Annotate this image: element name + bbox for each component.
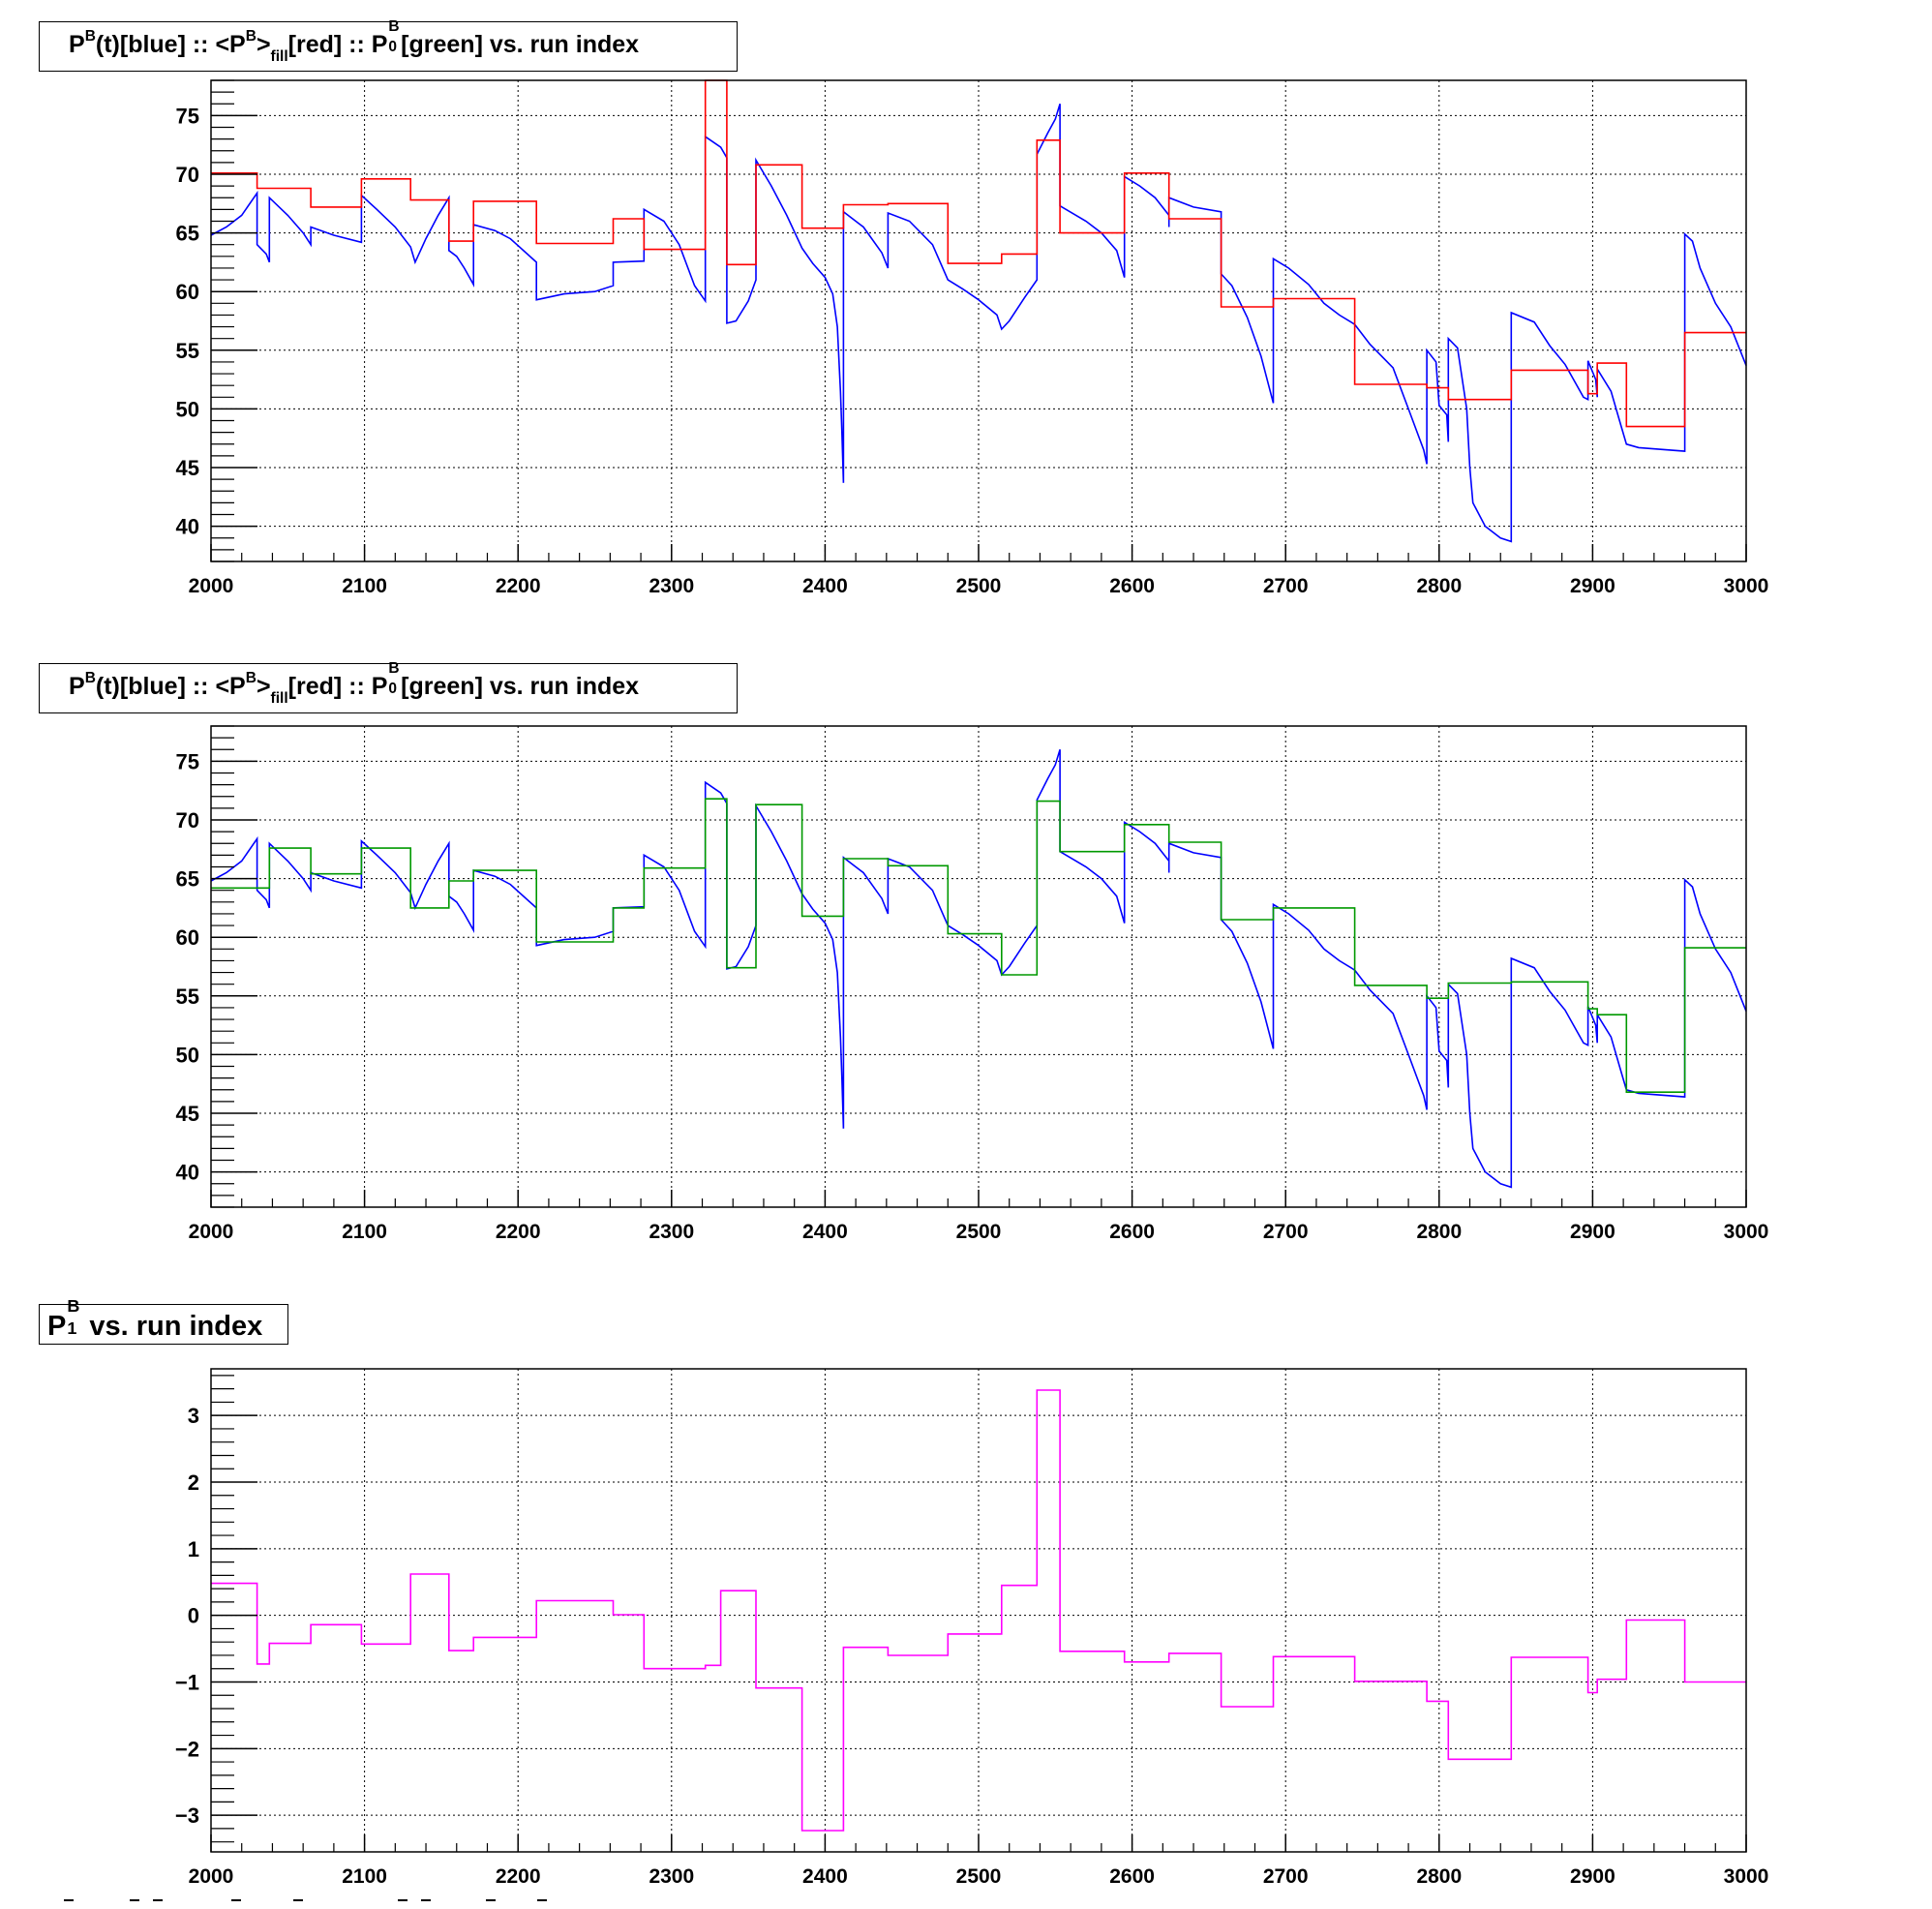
panel-2-title: PB(t)[blue] :: <PB>fill[red] :: P B 0 [gree… <box>39 661 738 713</box>
panel-1-title: PB(t)[blue] :: <PB>fill[red] :: P B 0 [gree… <box>39 19 738 72</box>
x-tick-label: 2100 <box>342 1865 387 1888</box>
y-tick-label: 40 <box>176 1161 199 1185</box>
x-tick-label: 2500 <box>956 1221 1002 1243</box>
x-tick-label: 2600 <box>1109 1221 1155 1243</box>
x-tick-label: 2000 <box>189 575 234 597</box>
y-tick-label: −3 <box>175 1803 199 1828</box>
x-tick-label: 2300 <box>649 1865 694 1888</box>
y-tick-label: 3 <box>188 1404 199 1428</box>
x-tick-label: 2000 <box>189 1221 234 1243</box>
x-tick-label: 2600 <box>1109 575 1155 597</box>
x-tick-label: 2800 <box>1416 575 1462 597</box>
x-tick-label: 2400 <box>802 575 848 597</box>
y-tick-label: 65 <box>176 222 199 246</box>
series-line-0 <box>211 1389 1746 1832</box>
y-tick-label: 0 <box>188 1604 199 1628</box>
x-tick-label: 2300 <box>649 575 694 597</box>
plot-frame <box>210 79 1747 562</box>
series-line-1 <box>211 79 1746 428</box>
x-tick-label: 2400 <box>802 1221 848 1243</box>
plot-frame <box>210 725 1747 1208</box>
x-tick-label: 2800 <box>1416 1221 1462 1243</box>
y-tick-label: 65 <box>176 867 199 892</box>
x-tick-label: 2900 <box>1570 1865 1615 1888</box>
y-tick-label: 1 <box>188 1537 199 1561</box>
x-tick-label: 2600 <box>1109 1865 1155 1888</box>
x-tick-label: 2500 <box>956 1865 1002 1888</box>
x-tick-label: 2000 <box>189 1865 234 1888</box>
plot-panel-3: 2000 2100 2200 2300 2400 2500 2600 2700 2800 2900… <box>175 1368 1769 1888</box>
x-tick-label: 3000 <box>1724 1221 1769 1243</box>
x-tick-label: 2700 <box>1263 1221 1309 1243</box>
plot-panel-2: 2000 2100 2200 2300 2400 2500 2600 2700 2800 2900… <box>176 725 1769 1243</box>
y-tick-label: 55 <box>176 339 199 363</box>
y-tick-label: 75 <box>176 749 199 773</box>
y-tick-label: 70 <box>176 163 199 187</box>
plot-panel-1: 2000 2100 2200 2300 2400 2500 2600 2700 2800 2900… <box>176 79 1769 597</box>
plot-frame <box>210 1368 1747 1853</box>
x-tick-label: 2100 <box>342 575 387 597</box>
y-tick-label: 40 <box>176 515 199 539</box>
x-tick-label: 2900 <box>1570 1221 1615 1243</box>
x-tick-label: 2100 <box>342 1221 387 1243</box>
x-tick-label: 2400 <box>802 1865 848 1888</box>
x-tick-label: 2200 <box>496 1865 541 1888</box>
y-tick-label: 50 <box>176 1043 199 1067</box>
x-tick-label: 2700 <box>1263 1865 1309 1888</box>
y-tick-label: 55 <box>176 985 199 1009</box>
x-tick-label: 3000 <box>1724 575 1769 597</box>
series-line-1 <box>211 798 1746 1093</box>
x-tick-label: 2700 <box>1263 575 1309 597</box>
y-tick-label: 75 <box>176 104 199 128</box>
series-line-0 <box>210 103 1747 543</box>
y-tick-label: −2 <box>175 1737 199 1761</box>
y-tick-label: 60 <box>176 925 199 950</box>
y-tick-label: 50 <box>176 397 199 421</box>
y-tick-label: 70 <box>176 808 199 833</box>
x-tick-label: 2300 <box>649 1221 694 1243</box>
x-tick-label: 2900 <box>1570 575 1615 597</box>
y-tick-label: 60 <box>176 280 199 304</box>
x-tick-label: 3000 <box>1724 1865 1769 1888</box>
y-tick-label: 45 <box>176 456 199 480</box>
y-tick-label: 45 <box>176 1102 199 1126</box>
y-tick-label: 2 <box>188 1470 199 1495</box>
x-tick-label: 2500 <box>956 575 1002 597</box>
y-tick-label: −1 <box>175 1670 199 1694</box>
x-tick-label: 2800 <box>1416 1865 1462 1888</box>
x-tick-label: 2200 <box>496 1221 541 1243</box>
x-tick-label: 2200 <box>496 575 541 597</box>
